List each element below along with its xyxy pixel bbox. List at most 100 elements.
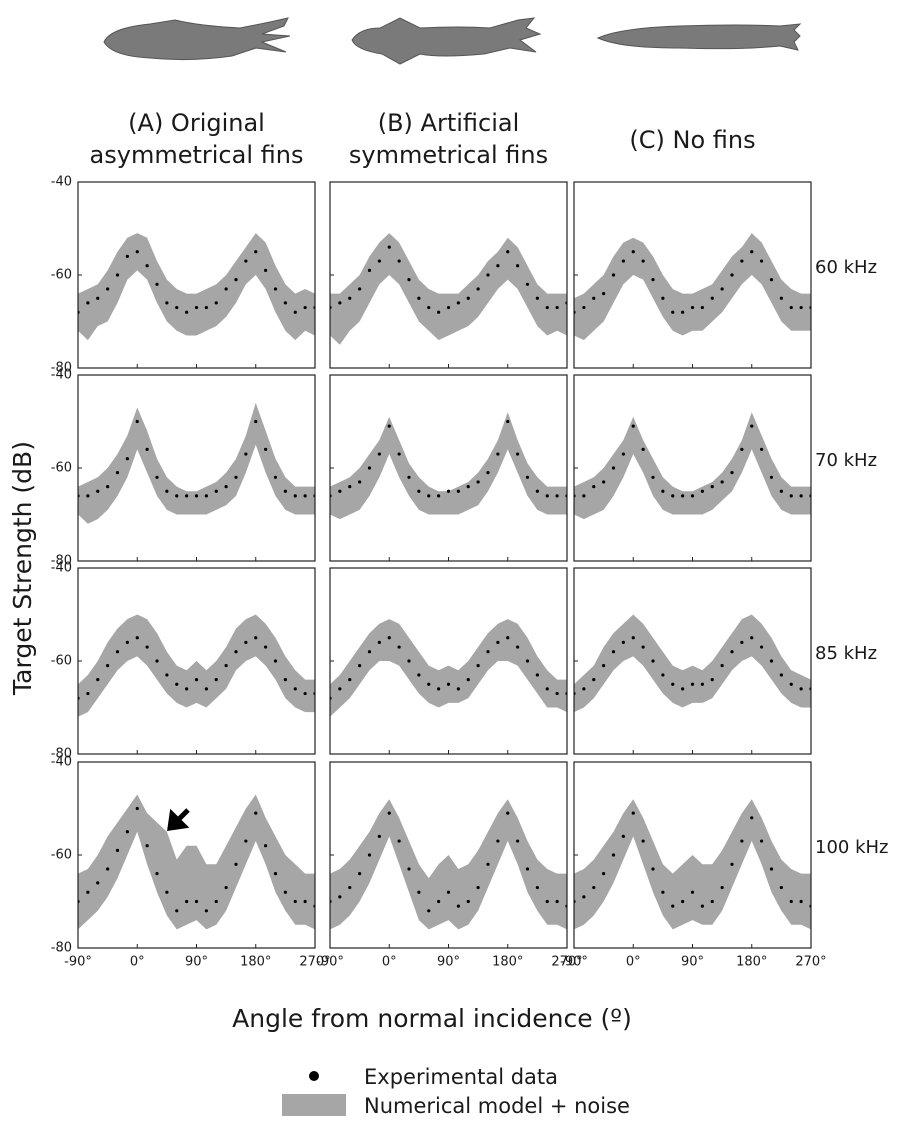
experimental-point [437,494,441,498]
model-band [330,233,567,345]
experimental-point [303,494,307,498]
experimental-point [720,480,724,484]
experimental-point [145,844,149,848]
experimental-point [456,301,460,305]
experimental-point [115,471,120,475]
experimental-point [602,292,606,296]
y-tick-label: -80 [51,747,72,762]
experimental-point [377,259,381,263]
experimental-point [234,475,238,479]
x-tick-label: -90° [64,955,92,970]
experimental-point [234,862,238,866]
experimental-point [661,296,665,300]
y-tick-label: -80 [51,361,72,376]
experimental-point [175,305,179,310]
experimental-point [106,287,110,291]
experimental-point [165,890,169,894]
experimental-point [273,659,278,663]
y-tick-label: -60 [51,848,72,863]
experimental-point [496,839,500,843]
experimental-point [194,305,199,310]
panel [329,761,568,949]
experimental-point [720,664,724,668]
experimental-point [204,909,208,913]
experimental-point [254,250,258,254]
experimental-point [303,305,307,310]
experimental-point [96,678,100,682]
experimental-point [185,899,189,904]
experimental-point [125,640,129,645]
experimental-point [417,673,421,677]
experimental-point [293,899,297,904]
experimental-point [175,682,179,686]
experimental-point [417,296,421,300]
experimental-point [254,419,258,424]
row-label: 85 kHz [815,643,877,664]
panel [329,181,568,369]
experimental-point [779,885,783,890]
model-band [78,794,315,930]
squid-b [351,17,542,65]
experimental-point [466,899,470,904]
experimental-point [641,645,645,649]
experimental-point [273,287,278,291]
experimental-point [651,475,655,479]
panel [573,374,812,562]
experimental-point [427,305,431,310]
experimental-point [750,250,754,254]
experimental-point [456,687,460,691]
experimental-point [293,494,297,498]
experimental-point [506,636,510,640]
experimental-point [367,268,372,272]
experimental-point [631,636,635,640]
experimental-point [641,447,645,451]
experimental-point [135,250,139,254]
experimental-point [283,678,287,682]
experimental-point [283,890,287,894]
experimental-point [214,678,218,682]
experimental-point [303,691,307,696]
experimental-point [155,475,159,479]
experimental-point [535,885,539,890]
experimental-point [476,287,480,291]
experimental-point [769,278,774,282]
experimental-point [730,862,734,866]
legend-label: Experimental data [364,1065,558,1089]
experimental-point [681,494,685,498]
column-title: asymmetrical fins [90,141,304,169]
experimental-point [516,645,520,649]
experimental-point [387,245,391,249]
experimental-point [769,659,774,663]
experimental-point [681,687,685,691]
experimental-point [602,664,606,668]
squid-images [103,17,802,65]
experimental-point [446,305,451,310]
experimental-point [506,419,510,424]
experimental-point [496,640,500,645]
experimental-point [194,899,199,904]
experimental-point [486,650,490,654]
experimental-point [525,659,530,663]
experimental-point [273,475,278,479]
panel [77,761,316,949]
experimental-point [234,650,238,654]
experimental-point [185,494,189,498]
experimental-point [377,452,381,456]
experimental-point [214,489,218,493]
column-title: (B) Artificial [378,109,520,137]
experimental-point [506,250,510,254]
experimental-point [555,494,559,498]
experimental-point [264,645,268,649]
experimental-point [254,636,258,640]
experimental-point [224,485,228,489]
experimental-point [710,678,714,682]
panel-data [330,799,567,930]
row-label: 100 kHz [815,837,889,858]
legend-swatch [282,1094,346,1116]
experimental-point [730,650,734,654]
experimental-point [367,650,372,654]
experimental-point [135,806,139,811]
experimental-point [96,489,100,493]
experimental-point [224,664,228,668]
panel-data [78,233,315,341]
